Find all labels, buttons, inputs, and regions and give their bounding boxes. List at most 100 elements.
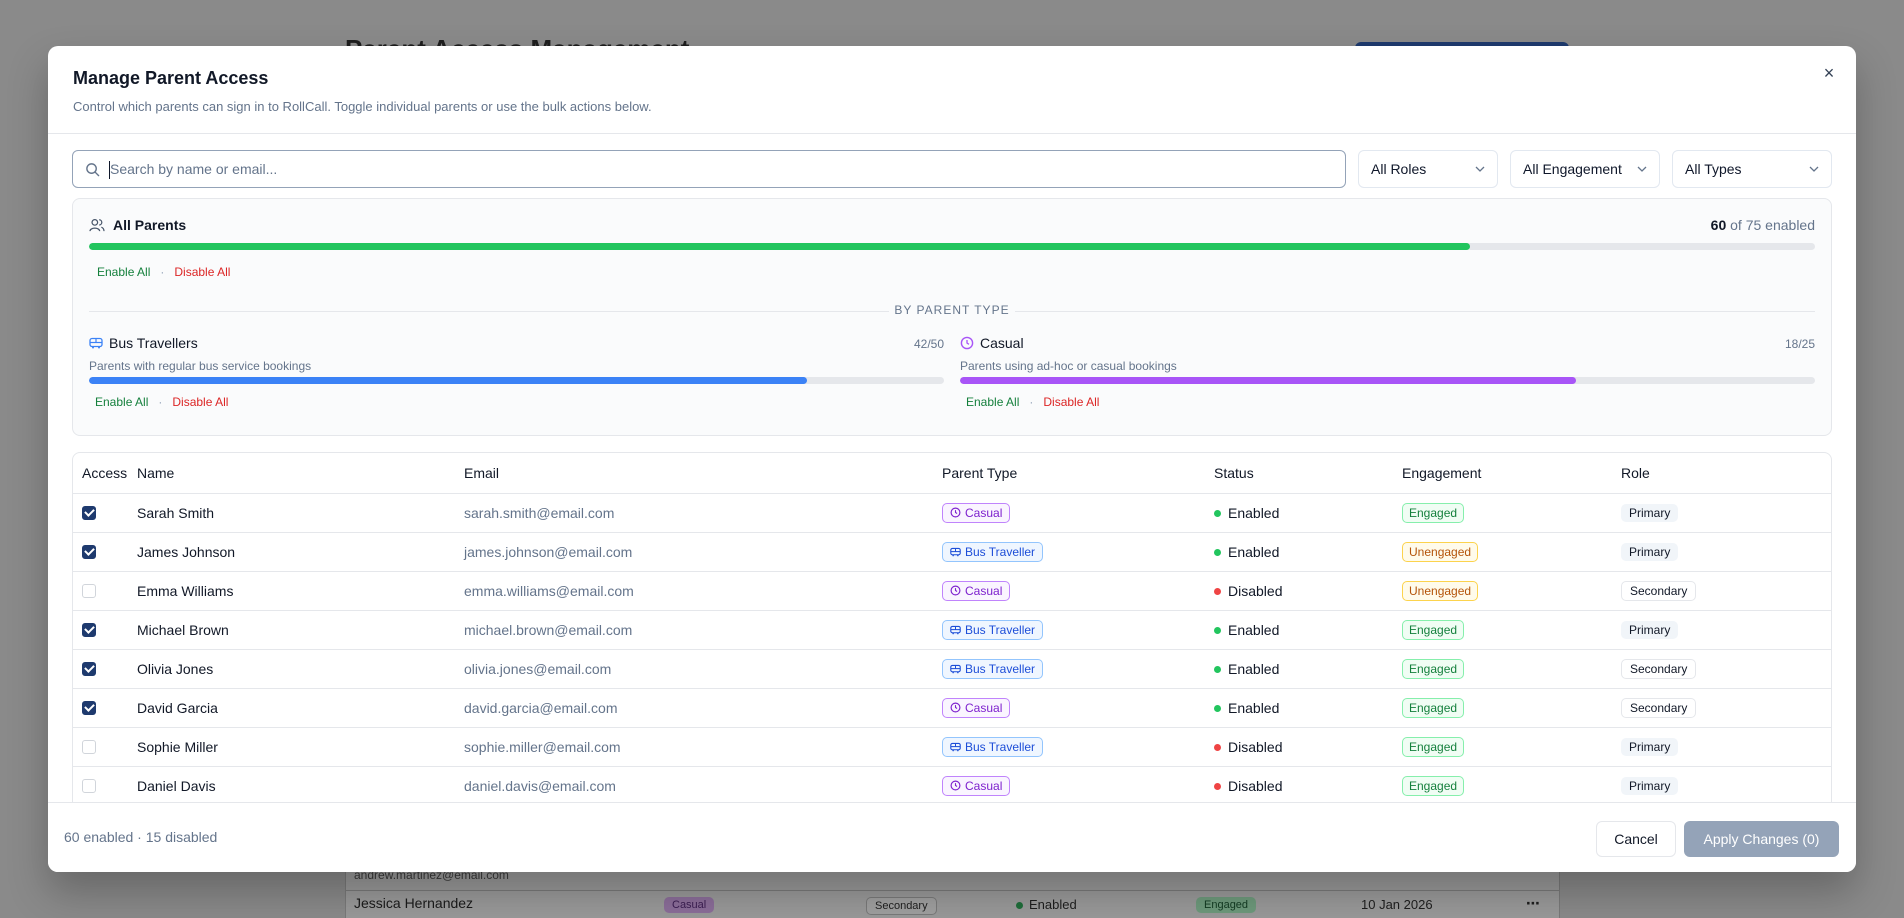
table-row: Michael Brown michael.brown@email.com Bus … bbox=[73, 610, 1831, 650]
engagement-badge: Engaged bbox=[1402, 502, 1465, 523]
bus-icon bbox=[89, 337, 103, 349]
table-row: David Garcia david.garcia@email.com Casual… bbox=[73, 688, 1831, 728]
role-badge: Primary bbox=[1621, 542, 1679, 561]
status-dot bbox=[1214, 548, 1221, 556]
bus-icon bbox=[950, 742, 961, 751]
all-parents-label: All Parents bbox=[113, 217, 187, 233]
parent-email: sophie.miller@email.com bbox=[464, 727, 942, 767]
parent-type-badge: Bus Traveller bbox=[942, 736, 1044, 757]
status-indicator: Enabled bbox=[1214, 700, 1279, 716]
engagement-badge: Engaged bbox=[1402, 619, 1465, 640]
access-checkbox[interactable] bbox=[82, 505, 96, 520]
table-row: Daniel Davis daniel.davis@email.com Casual… bbox=[73, 766, 1831, 806]
search-input[interactable] bbox=[110, 161, 1310, 177]
manage-parent-access-dialog: Manage Parent Access Control which paren… bbox=[48, 46, 1856, 872]
parent-name: Michael Brown bbox=[137, 610, 464, 650]
status-indicator: Disabled bbox=[1214, 583, 1282, 599]
role-badge: Primary bbox=[1621, 776, 1679, 795]
table-header-row: Access Name Email Parent Type Status Eng… bbox=[73, 453, 1831, 494]
table-body: Sarah Smith sarah.smith@email.com Casual En… bbox=[73, 493, 1831, 806]
engagement-badge: Unengaged bbox=[1402, 580, 1479, 601]
search-icon bbox=[86, 162, 100, 176]
status-indicator: Enabled bbox=[1214, 661, 1279, 677]
background-row-name: Jessica Hernandez bbox=[354, 895, 474, 911]
parent-name: David Garcia bbox=[137, 688, 464, 728]
status-indicator: Enabled bbox=[1214, 505, 1279, 521]
background-row-status: Enabled bbox=[1016, 897, 1077, 912]
enable-all-casual-button[interactable]: Enable All bbox=[966, 395, 1020, 409]
role-badge: Secondary bbox=[1621, 658, 1697, 679]
disable-all-casual-button[interactable]: Disable All bbox=[1043, 395, 1100, 409]
column-header-status: Status bbox=[1214, 453, 1402, 494]
cancel-button[interactable]: Cancel bbox=[1596, 821, 1676, 857]
close-icon[interactable]: × bbox=[1823, 62, 1835, 83]
table-row: Olivia Jones olivia.jones@email.com Bus Tr… bbox=[73, 649, 1831, 689]
access-checkbox[interactable] bbox=[82, 583, 96, 598]
parent-email: james.johnson@email.com bbox=[464, 532, 942, 572]
engagement-filter-value: All Engagement bbox=[1523, 161, 1622, 177]
parents-table: Access Name Email Parent Type Status Eng… bbox=[72, 452, 1832, 826]
engagement-badge: Engaged bbox=[1402, 697, 1465, 718]
enable-all-bus-travellers-button[interactable]: Enable All bbox=[95, 395, 149, 409]
column-header-role: Role bbox=[1621, 453, 1831, 494]
access-checkbox[interactable] bbox=[82, 700, 96, 715]
dialog-description: Control which parents can sign in to Rol… bbox=[73, 99, 652, 114]
filter-bar: All Roles All Engagement All Types bbox=[72, 150, 1832, 188]
access-checkbox[interactable] bbox=[82, 778, 96, 793]
engagement-badge: Engaged bbox=[1402, 736, 1465, 757]
background-row-engagement: Engaged bbox=[1196, 897, 1257, 913]
access-checkbox[interactable] bbox=[82, 544, 96, 559]
casual-progress-fill bbox=[960, 377, 1576, 384]
casual-description: Parents using ad-hoc or casual bookings bbox=[960, 359, 1177, 373]
disable-all-bus-travellers-button[interactable]: Disable All bbox=[172, 395, 229, 409]
role-badge: Secondary bbox=[1621, 580, 1697, 601]
enable-all-parents-button[interactable]: Enable All bbox=[97, 265, 151, 279]
status-dot bbox=[1214, 509, 1221, 517]
parent-type-badge: Casual bbox=[942, 502, 1011, 523]
chevron-down-icon bbox=[1637, 166, 1647, 172]
search-field[interactable] bbox=[72, 150, 1346, 188]
parent-type-badge: Bus Traveller bbox=[942, 541, 1044, 562]
table-row: Sophie Miller sophie.miller@email.com Bus … bbox=[73, 727, 1831, 767]
bus-travellers-label: Bus Travellers bbox=[109, 335, 198, 351]
bus-icon bbox=[950, 664, 961, 673]
access-summary-panel: All Parents 60 of 75 enabled Enable All … bbox=[72, 198, 1832, 436]
clock-icon bbox=[950, 780, 961, 791]
column-header-engagement: Engagement bbox=[1402, 453, 1621, 494]
clock-icon bbox=[950, 507, 961, 518]
column-header-name: Name bbox=[137, 453, 464, 494]
dialog-title: Manage Parent Access bbox=[73, 68, 269, 88]
bus-icon bbox=[950, 547, 961, 556]
roles-filter-select[interactable]: All Roles bbox=[1358, 150, 1498, 188]
status-dot bbox=[1214, 626, 1221, 634]
status-dot bbox=[1214, 665, 1221, 673]
status-dot bbox=[1214, 743, 1221, 751]
disable-all-parents-button[interactable]: Disable All bbox=[174, 265, 231, 279]
background-row-more-icon: ⋯ bbox=[1526, 895, 1540, 911]
casual-label: Casual bbox=[980, 335, 1024, 351]
access-checkbox[interactable] bbox=[82, 622, 96, 637]
parent-type-badge: Bus Traveller bbox=[942, 619, 1044, 640]
all-parents-progress-fill bbox=[89, 243, 1470, 250]
background-row-type-badge: Casual bbox=[664, 897, 715, 913]
access-checkbox[interactable] bbox=[82, 739, 96, 754]
background-row-role-badge: Secondary bbox=[866, 897, 937, 915]
engagement-badge: Engaged bbox=[1402, 775, 1465, 796]
footer-summary: 60 enabled · 15 disabled bbox=[64, 829, 218, 845]
column-header-access: Access bbox=[73, 453, 137, 494]
parent-email: david.garcia@email.com bbox=[464, 688, 942, 728]
chevron-down-icon bbox=[1809, 166, 1819, 172]
parent-email: michael.brown@email.com bbox=[464, 610, 942, 650]
apply-changes-button[interactable]: Apply Changes (0) bbox=[1684, 821, 1839, 857]
engagement-filter-select[interactable]: All Engagement bbox=[1510, 150, 1660, 188]
access-checkbox[interactable] bbox=[82, 661, 96, 676]
text-caret bbox=[109, 161, 110, 179]
bus-travellers-bulk-actions: Enable All · Disable All bbox=[87, 395, 236, 409]
column-header-parent-type: Parent Type bbox=[942, 453, 1214, 494]
by-parent-type-label: BY PARENT TYPE bbox=[894, 303, 1010, 317]
parent-type-badge: Casual bbox=[942, 580, 1011, 601]
types-filter-value: All Types bbox=[1685, 161, 1742, 177]
types-filter-select[interactable]: All Types bbox=[1672, 150, 1832, 188]
bus-travellers-description: Parents with regular bus service booking… bbox=[89, 359, 312, 373]
parent-email: daniel.davis@email.com bbox=[464, 766, 942, 806]
